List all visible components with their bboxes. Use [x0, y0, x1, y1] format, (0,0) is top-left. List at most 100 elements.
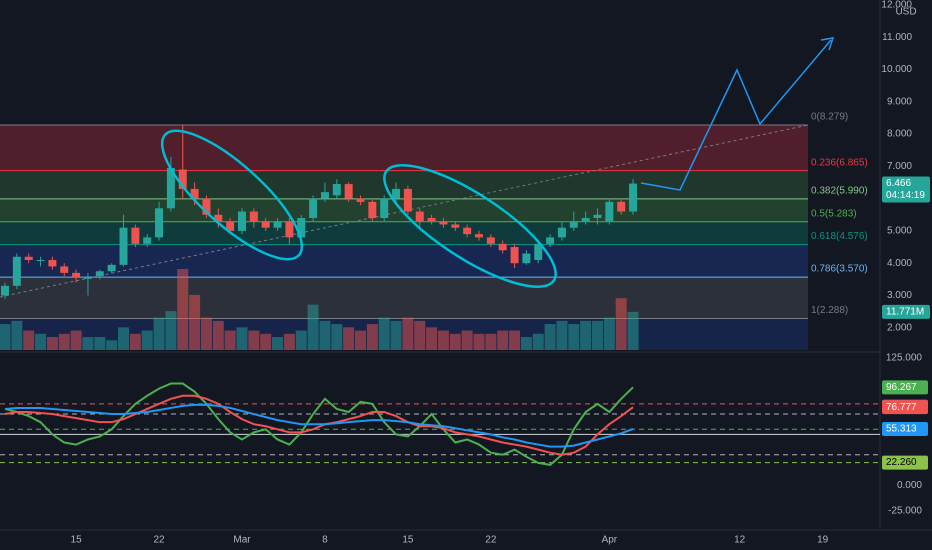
currency-label: USD [895, 7, 916, 18]
candle-body [12, 256, 21, 286]
projection-path [640, 39, 832, 191]
y-tick-label: 10.000 [881, 64, 912, 75]
y-tick-label: 12.000 [881, 0, 912, 10]
candle-body [131, 227, 140, 244]
candle-body [522, 253, 531, 264]
volume-bar [402, 317, 414, 350]
candle-body [119, 227, 128, 265]
fib-band [0, 277, 808, 319]
candle-body [427, 217, 436, 222]
volume-bar [473, 333, 485, 350]
fib-label: 0.5(5.283) [811, 208, 857, 219]
candle-body [581, 217, 590, 222]
volume-bar [307, 304, 319, 350]
candle-body [569, 221, 578, 228]
y-tick-label: 8.000 [887, 129, 912, 140]
y-tick-label: 3.000 [887, 290, 912, 301]
fib-label: 0.382(5.990) [811, 186, 868, 197]
volume-bar [580, 320, 592, 350]
volume-bar [153, 317, 165, 350]
volume-bar [0, 324, 11, 350]
candle-body [403, 188, 412, 212]
volume-bar [35, 333, 47, 350]
volume-bar [106, 340, 118, 350]
candle-body [273, 221, 282, 228]
fib-band [0, 221, 808, 245]
volume-bar [532, 333, 544, 350]
candle-body [95, 271, 104, 277]
candle-body [24, 256, 33, 260]
last-value: 76.777 [886, 402, 917, 413]
volume-bar [449, 333, 461, 350]
candle-body [166, 167, 175, 209]
volume-bar [509, 330, 521, 350]
candle-body [439, 221, 448, 225]
volume-bar [319, 320, 331, 350]
y-tick-label: 125.000 [886, 353, 923, 364]
last-price: 6.466 [886, 178, 911, 189]
volume-bar [118, 327, 129, 350]
volume-bar [485, 333, 497, 350]
last-value-box [882, 380, 928, 395]
candle-body [344, 184, 353, 199]
highlight-ellipse [160, 129, 304, 261]
candle-body [48, 259, 57, 267]
volume-bar [343, 327, 355, 350]
volume-bar [189, 294, 201, 350]
volume-bar [272, 337, 284, 350]
level-label: 22.260 [886, 457, 917, 468]
candle-body [72, 272, 81, 278]
candle-body [593, 214, 602, 218]
volume-bar [520, 337, 532, 350]
candle-body [214, 214, 223, 222]
candle-body [155, 208, 164, 238]
candle-body [415, 211, 424, 222]
x-tick-label: Apr [602, 535, 618, 546]
candle-body [332, 184, 341, 196]
volume-bar [58, 333, 70, 350]
y-tick-label: 11.000 [882, 32, 912, 43]
x-tick-label: Mar [233, 535, 251, 546]
x-tick-label: 15 [402, 535, 414, 546]
level-label-box [882, 455, 928, 470]
candle-body [356, 198, 365, 202]
fib-label: 0.236(6.865) [811, 157, 868, 168]
volume-bar [177, 268, 189, 350]
candle-body [36, 259, 45, 261]
x-tick-label: 12 [734, 535, 746, 546]
volume-bar [212, 320, 224, 350]
volume-bar [355, 330, 366, 350]
volume-bar [497, 330, 509, 350]
volume-bar [615, 298, 627, 350]
candle-body [498, 243, 507, 251]
candle-body [249, 211, 258, 222]
volume-bar [568, 324, 580, 350]
volume-bar [461, 330, 473, 350]
x-tick-label: 22 [153, 535, 165, 546]
candle-body [226, 221, 235, 231]
x-tick-label: 15 [71, 535, 83, 546]
y-tick-label: 0.000 [897, 480, 922, 491]
fib-label: 0.618(4.576) [811, 231, 868, 242]
volume-bar [283, 333, 295, 350]
volume-label: 11.771M [886, 306, 924, 317]
volume-bar [200, 317, 212, 350]
volume-bar [94, 337, 106, 350]
y-tick-label: -25.000 [888, 505, 922, 516]
volume-bar [414, 320, 426, 350]
fib-label: 1(2.288) [811, 305, 848, 316]
x-tick-label: 22 [485, 535, 497, 546]
volume-bar [141, 330, 153, 350]
candle-body [475, 234, 483, 238]
candle-body [451, 224, 460, 228]
volume-bar [236, 327, 248, 350]
y-tick-label: 5.000 [887, 226, 912, 237]
candle-body [190, 188, 199, 199]
fib-label: 0(8.279) [811, 112, 848, 123]
candle-body [463, 227, 472, 235]
volume-bar [366, 324, 378, 350]
volume-bar [544, 324, 556, 350]
volume-bar [592, 320, 603, 350]
candle-body [629, 183, 638, 212]
oscillator-line [4, 382, 634, 466]
